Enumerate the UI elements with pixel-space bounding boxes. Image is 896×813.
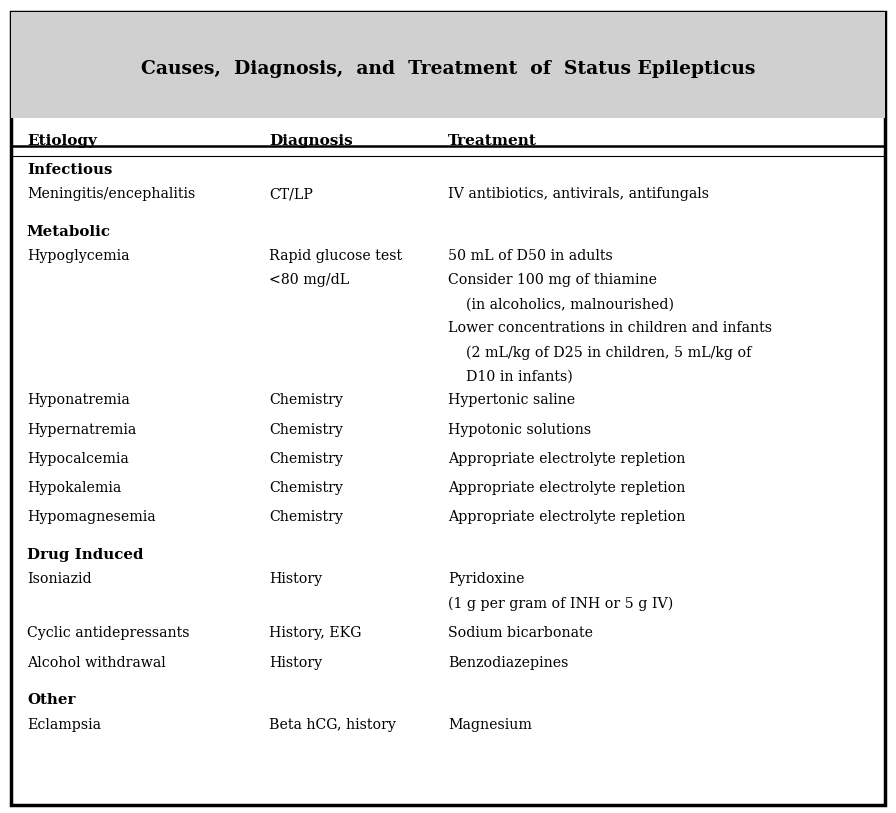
- Text: Infectious: Infectious: [27, 163, 112, 176]
- Text: Etiology: Etiology: [27, 134, 97, 148]
- Text: (in alcoholics, malnourished): (in alcoholics, malnourished): [448, 298, 674, 311]
- Text: (2 mL/kg of D25 in children, 5 mL/kg of: (2 mL/kg of D25 in children, 5 mL/kg of: [448, 346, 752, 360]
- Text: 50 mL of D50 in adults: 50 mL of D50 in adults: [448, 250, 613, 263]
- Text: Beta hCG, history: Beta hCG, history: [269, 718, 396, 732]
- Text: Appropriate electrolyte repletion: Appropriate electrolyte repletion: [448, 481, 685, 495]
- Text: Hypokalemia: Hypokalemia: [27, 481, 121, 495]
- Text: Lower concentrations in children and infants: Lower concentrations in children and inf…: [448, 321, 772, 336]
- Text: Hypotonic solutions: Hypotonic solutions: [448, 423, 591, 437]
- Text: <80 mg/dL: <80 mg/dL: [269, 273, 349, 288]
- FancyBboxPatch shape: [11, 12, 885, 118]
- Text: Consider 100 mg of thiamine: Consider 100 mg of thiamine: [448, 273, 657, 288]
- Text: Pyridoxine: Pyridoxine: [448, 572, 524, 586]
- Text: Cyclic antidepressants: Cyclic antidepressants: [27, 626, 189, 641]
- Text: CT/LP: CT/LP: [269, 188, 313, 202]
- Text: IV antibiotics, antivirals, antifungals: IV antibiotics, antivirals, antifungals: [448, 188, 709, 202]
- Text: Eclampsia: Eclampsia: [27, 718, 101, 732]
- Text: Alcohol withdrawal: Alcohol withdrawal: [27, 655, 166, 670]
- Text: Rapid glucose test: Rapid glucose test: [269, 250, 402, 263]
- Text: Chemistry: Chemistry: [269, 511, 342, 524]
- Text: Hypoglycemia: Hypoglycemia: [27, 250, 129, 263]
- Text: Chemistry: Chemistry: [269, 481, 342, 495]
- FancyBboxPatch shape: [11, 12, 885, 805]
- Text: Isoniazid: Isoniazid: [27, 572, 91, 586]
- Text: Treatment: Treatment: [448, 134, 537, 148]
- Text: Hypertonic saline: Hypertonic saline: [448, 393, 575, 407]
- Text: Appropriate electrolyte repletion: Appropriate electrolyte repletion: [448, 511, 685, 524]
- Text: Causes,  Diagnosis,  and  Treatment  of  Status Epilepticus: Causes, Diagnosis, and Treatment of Stat…: [141, 60, 755, 78]
- Text: History: History: [269, 655, 322, 670]
- Text: Drug Induced: Drug Induced: [27, 548, 143, 562]
- Text: Hypocalcemia: Hypocalcemia: [27, 452, 129, 466]
- Text: Chemistry: Chemistry: [269, 423, 342, 437]
- Text: Meningitis/encephalitis: Meningitis/encephalitis: [27, 188, 195, 202]
- Text: Sodium bicarbonate: Sodium bicarbonate: [448, 626, 593, 641]
- Text: History: History: [269, 572, 322, 586]
- Text: Chemistry: Chemistry: [269, 393, 342, 407]
- Text: Magnesium: Magnesium: [448, 718, 532, 732]
- Text: Hypernatremia: Hypernatremia: [27, 423, 136, 437]
- Text: Benzodiazepines: Benzodiazepines: [448, 655, 568, 670]
- Text: Appropriate electrolyte repletion: Appropriate electrolyte repletion: [448, 452, 685, 466]
- Text: Hyponatremia: Hyponatremia: [27, 393, 130, 407]
- Text: (1 g per gram of INH or 5 g IV): (1 g per gram of INH or 5 g IV): [448, 597, 673, 611]
- Text: Metabolic: Metabolic: [27, 224, 111, 238]
- Text: Other: Other: [27, 693, 75, 706]
- Text: Chemistry: Chemistry: [269, 452, 342, 466]
- Text: Diagnosis: Diagnosis: [269, 134, 352, 148]
- Text: D10 in infants): D10 in infants): [448, 369, 573, 384]
- Text: History, EKG: History, EKG: [269, 626, 361, 641]
- Text: Hypomagnesemia: Hypomagnesemia: [27, 511, 156, 524]
